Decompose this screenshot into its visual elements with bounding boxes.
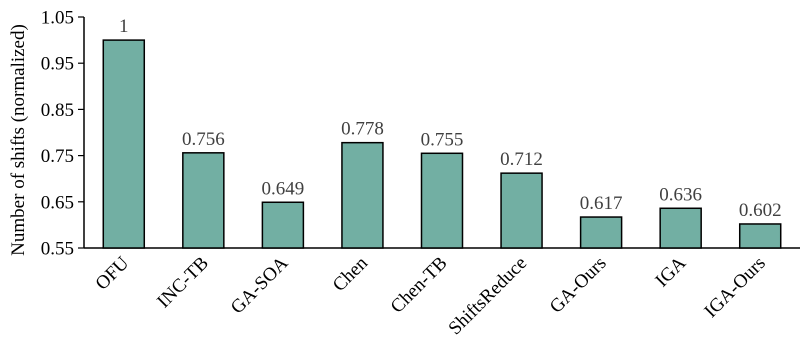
- y-axis-title: Number of shifts (normalized): [8, 24, 29, 256]
- data-labels: 1 0.756 0.649 0.778 0.755 0.712 0.617 0.636 0.60…: [119, 16, 782, 221]
- y-tick-label: 0.95: [41, 54, 74, 75]
- bar-iga: [659, 207, 702, 249]
- data-label: 0.617: [580, 193, 623, 214]
- bar-iga-ours: [738, 223, 782, 249]
- data-label: 0.602: [739, 200, 782, 221]
- data-label: 0.712: [500, 149, 543, 170]
- y-tick-label: 1.05: [41, 8, 74, 29]
- bar-ga-ours: [579, 216, 623, 249]
- bar-inc-tb: [182, 152, 225, 249]
- bar-shiftsreduce: [500, 172, 543, 249]
- bar-ofu: [102, 39, 146, 249]
- data-label: 1: [119, 16, 129, 37]
- bar-ga-soa: [261, 201, 305, 249]
- data-label: 0.778: [341, 119, 384, 140]
- category-label: GA-SOA: [227, 252, 293, 318]
- category-label: OFU: [92, 252, 134, 294]
- data-label: 0.636: [659, 184, 702, 205]
- y-tick-label: 0.65: [41, 192, 74, 213]
- bar-chen: [341, 141, 384, 249]
- data-label: 0.756: [182, 129, 225, 150]
- category-label: ShiftsReduce: [445, 253, 531, 339]
- category-label: Chen: [329, 252, 373, 296]
- category-label: IGA: [651, 252, 690, 291]
- data-label: 0.649: [262, 178, 305, 199]
- category-label: Chen-TB: [387, 253, 452, 318]
- category-label: GA-Ours: [546, 253, 611, 318]
- y-tick-label: 0.75: [41, 146, 74, 167]
- category-label: INC-TB: [153, 253, 213, 313]
- bars: [102, 39, 782, 249]
- data-label: 0.755: [421, 129, 464, 150]
- y-tick-labels: 0.55 0.65 0.75 0.85 0.95 1.05: [41, 8, 84, 260]
- y-tick-label: 0.85: [41, 100, 74, 121]
- y-tick-label: 0.55: [41, 239, 74, 260]
- bar-chen-tb: [420, 152, 464, 249]
- category-label: IGA-Ours: [700, 253, 769, 322]
